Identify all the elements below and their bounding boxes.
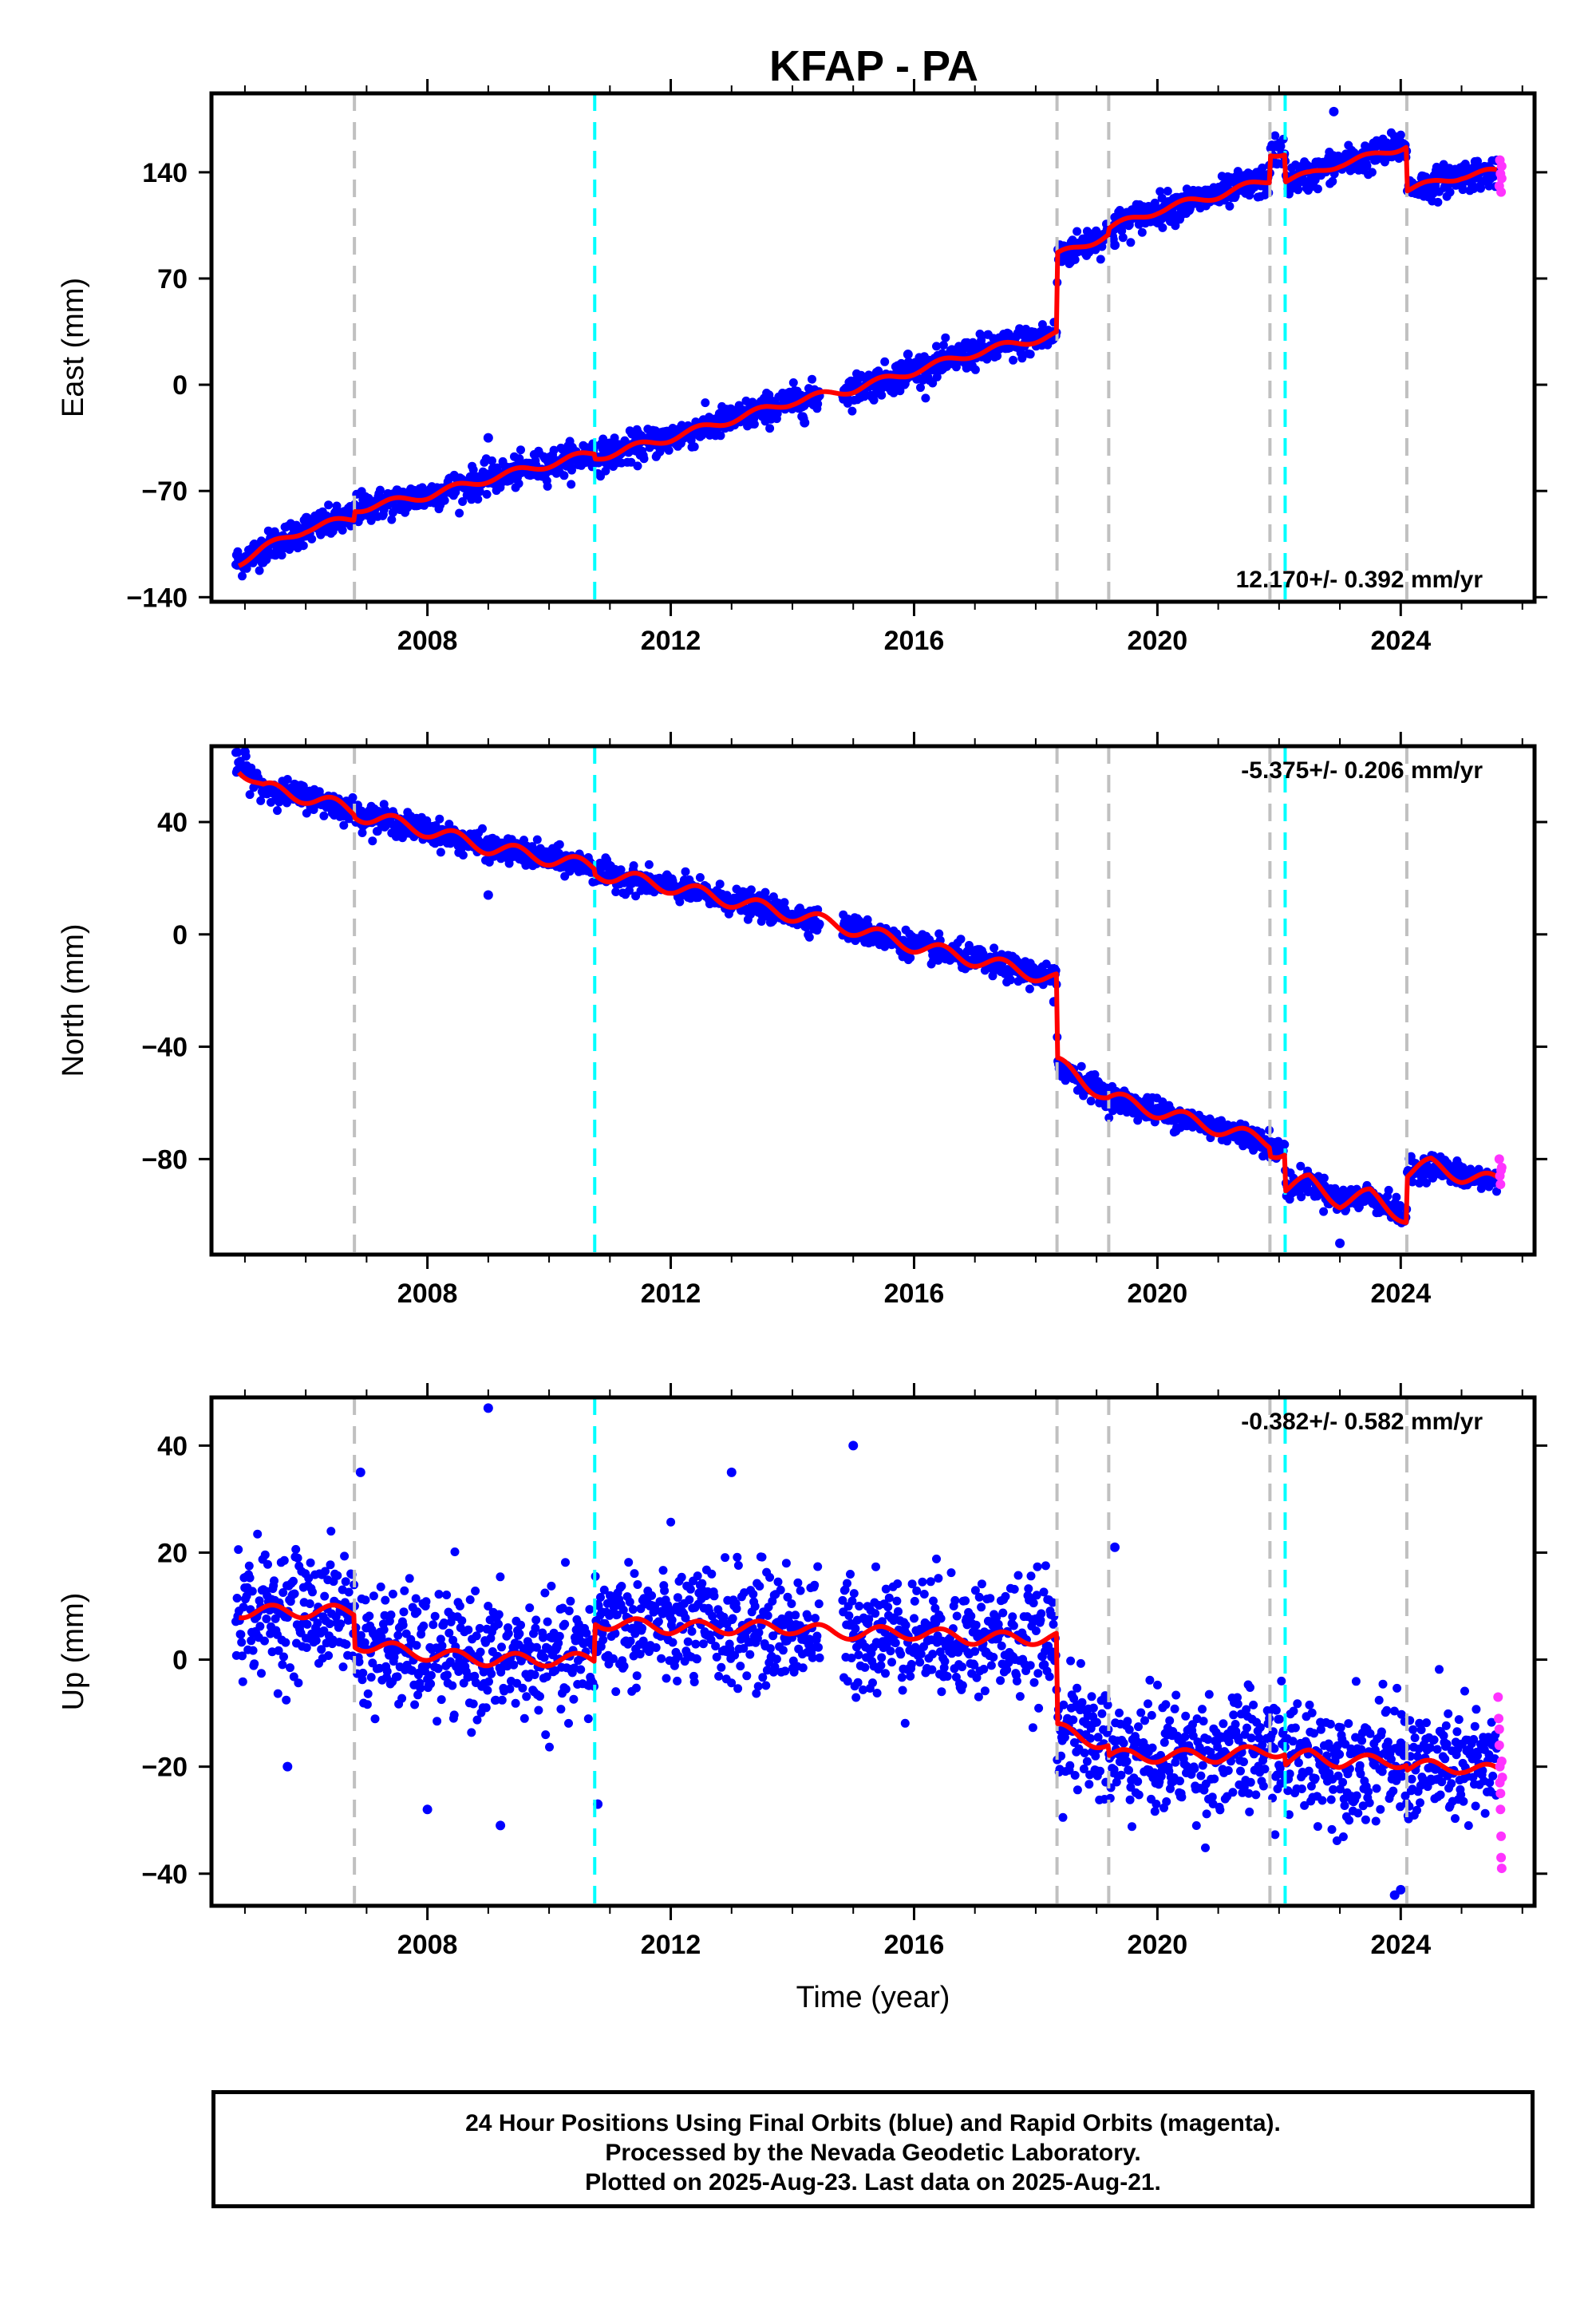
x-tick-label: 2024 (1370, 626, 1431, 656)
outlier-point (726, 1467, 737, 1477)
outlier-point (483, 433, 493, 443)
y-tick-label: −80 (141, 1144, 188, 1175)
x-tick-label: 2020 (1128, 1279, 1188, 1309)
x-tick-label: 2012 (641, 1279, 701, 1309)
rapid-orbit-point (1497, 1773, 1507, 1783)
x-tick-label: 2024 (1370, 1930, 1431, 1960)
outlier-point (800, 417, 810, 428)
x-tick-label: 2008 (397, 1279, 458, 1309)
panel-east: 2008 2012 2016 2020 2024 −140 −70 0 70 140 East (m… (57, 79, 1547, 656)
rapid-orbit-point (1495, 1804, 1506, 1815)
velocity-rate-label: 12.170+/- 0.392 mm/yr (1236, 567, 1483, 593)
y-tick-label: 140 (142, 158, 188, 188)
footer-box: 24 Hour Positions Using Final Orbits (bl… (211, 2090, 1535, 2208)
x-axis-label: Time (year) (796, 1981, 950, 2014)
x-tick-label: 2024 (1370, 1279, 1431, 1309)
x-tick-label: 2020 (1128, 1930, 1188, 1960)
panel-frame (209, 1395, 1537, 1908)
y-tick-label: 70 (157, 264, 188, 294)
y-tick-label: 0 (172, 1646, 188, 1676)
x-tick-label: 2020 (1128, 626, 1188, 656)
rapid-orbit-point (1496, 1756, 1507, 1766)
y-tick-label: −70 (141, 476, 188, 507)
y-tick-label: 0 (172, 920, 188, 951)
velocity-rate-label: -5.375+/- 0.206 mm/yr (1241, 757, 1483, 784)
x-tick-label: 2016 (884, 626, 945, 656)
panel-frame (209, 91, 1537, 604)
y-tick-label: 20 (157, 1538, 188, 1568)
model-curve (237, 770, 1499, 1225)
plot-area (231, 1397, 1507, 1906)
footer-line-3: Plotted on 2025-Aug-23. Last data on 202… (585, 2169, 1161, 2195)
velocity-rate-label: -0.382+/- 0.582 mm/yr (1241, 1409, 1483, 1435)
outlier-point (282, 1761, 293, 1772)
rapid-orbit-point (1496, 187, 1507, 197)
outlier-point (483, 1403, 493, 1413)
outlier-point (903, 350, 913, 360)
x-tick-label: 2016 (884, 1930, 945, 1960)
plot-area (231, 746, 1507, 1255)
x-tick-label: 2008 (397, 1930, 458, 1960)
outlier-point (1396, 1884, 1406, 1895)
outlier-point (483, 890, 493, 900)
rapid-orbit-point (1496, 1863, 1507, 1874)
y-axis-label: Up (mm) (57, 1593, 90, 1711)
footer-line-1: 24 Hour Positions Using Final Orbits (bl… (465, 2110, 1281, 2136)
final-orbit-points (231, 106, 1501, 581)
outlier-point (239, 747, 250, 757)
rapid-orbit-point (1496, 161, 1507, 172)
rapid-orbit-point (1496, 1852, 1507, 1863)
outlier-point (1335, 1238, 1345, 1248)
plot-area (231, 93, 1507, 602)
final-orbit-points (231, 1403, 1501, 1900)
model-curve (237, 144, 1499, 568)
rapid-orbit-point (1496, 173, 1507, 184)
y-axis-label: East (mm) (57, 278, 90, 417)
page-title: KFAP - PA (768, 42, 979, 90)
panel-north: 2008 2012 2016 2020 2024 −80 −40 0 40 North (mm) -… (57, 732, 1547, 1309)
outlier-point (1110, 240, 1120, 251)
rapid-orbit-point (1494, 1154, 1504, 1164)
y-tick-label: 40 (157, 808, 188, 838)
outlier-point (496, 1820, 506, 1831)
panel-up: 2008 2012 2016 2020 2024 −40 −20 0 20 40 Up (mm) -0… (57, 1383, 1547, 1960)
y-tick-label: 40 (157, 1431, 188, 1461)
y-tick-label: −40 (141, 1860, 188, 1890)
outlier-point (1110, 1542, 1120, 1552)
x-tick-label: 2008 (397, 626, 458, 656)
final-orbit-dots (231, 1517, 1501, 1852)
x-tick-label: 2012 (641, 1930, 701, 1960)
y-tick-label: −20 (141, 1753, 188, 1783)
final-orbit-dots (231, 128, 1501, 581)
rapid-orbit-point (1496, 1831, 1507, 1841)
y-tick-label: −140 (126, 583, 188, 613)
panel-frame (209, 744, 1537, 1257)
final-orbit-dots (231, 748, 1501, 1227)
outlier-point (422, 1804, 433, 1815)
x-tick-label: 2016 (884, 1279, 945, 1309)
rapid-orbit-point (1494, 1740, 1504, 1750)
rapid-orbit-point (1495, 1788, 1506, 1799)
rapid-orbit-point (1493, 1692, 1503, 1702)
rapid-orbit-point (1494, 1724, 1504, 1734)
rapid-orbit-point (1495, 1180, 1506, 1190)
footer-line-2: Processed by the Nevada Geodetic Laborat… (605, 2140, 1141, 2166)
outlier-point (848, 1441, 859, 1451)
rapid-orbit-point (1496, 1162, 1507, 1172)
outlier-point (355, 1467, 365, 1477)
y-tick-label: −40 (141, 1033, 188, 1063)
x-tick-label: 2012 (641, 626, 701, 656)
y-axis-label: North (mm) (57, 923, 90, 1077)
y-tick-label: 0 (172, 370, 188, 401)
model-curve (237, 1603, 1499, 1776)
outlier-point (1329, 106, 1339, 117)
rapid-orbit-point (1494, 1713, 1504, 1724)
